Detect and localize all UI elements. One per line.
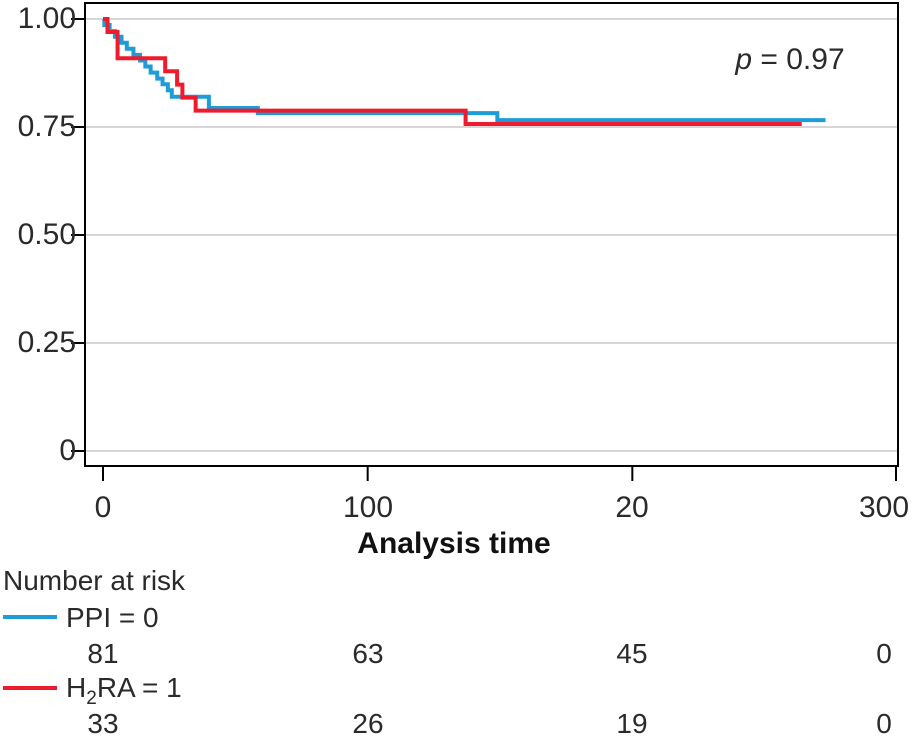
x-tick-label-200: 20 <box>615 491 649 524</box>
risk-table-title: Number at risk <box>3 565 186 596</box>
risk-value-h2ra1-t300: 0 <box>876 708 892 739</box>
legend-label-ppi0-text: PPI = 0 <box>66 602 159 633</box>
y-tick-label-0: 0 <box>59 434 76 467</box>
risk-value-ppi0-t0: 81 <box>87 638 119 669</box>
risk-value-h2ra1-t0: 33 <box>87 708 119 739</box>
risk-value-ppi0-t300: 0 <box>876 638 892 669</box>
p-symbol: p <box>735 43 753 76</box>
legend-label-h2ra1: H2RA = 1 <box>66 672 182 715</box>
y-tick-label-0.25: 0.25 <box>17 326 76 359</box>
p-value-annotation: p = 0.97 <box>710 43 870 77</box>
risk-value-h2ra1-t200: 19 <box>616 708 648 739</box>
legend-label-h2ra1-sub: 2 <box>86 688 97 709</box>
legend-label-ppi0: PPI = 0 <box>66 602 159 645</box>
legend-label-h2ra1-text: H <box>66 672 87 703</box>
x-tick-label-0: 0 <box>94 491 112 524</box>
x-tick-label-300: 300 <box>858 491 910 524</box>
risk-value-h2ra1-t100: 26 <box>352 708 384 739</box>
km-curve-h2ra1 <box>103 17 802 126</box>
y-tick-label-0.50: 0.50 <box>17 218 76 251</box>
risk-value-ppi0-t100: 63 <box>352 638 384 669</box>
p-value-text: = 0.97 <box>760 43 845 76</box>
legend-label-h2ra1-suffix: RA = 1 <box>96 672 182 703</box>
y-tick-label-0.75: 0.75 <box>17 110 76 143</box>
x-tick-label-100: 100 <box>342 491 394 524</box>
x-axis-title: Analysis time <box>357 527 551 560</box>
y-tick-label-1.00: 1.00 <box>17 2 76 35</box>
risk-value-ppi0-t200: 45 <box>616 638 648 669</box>
